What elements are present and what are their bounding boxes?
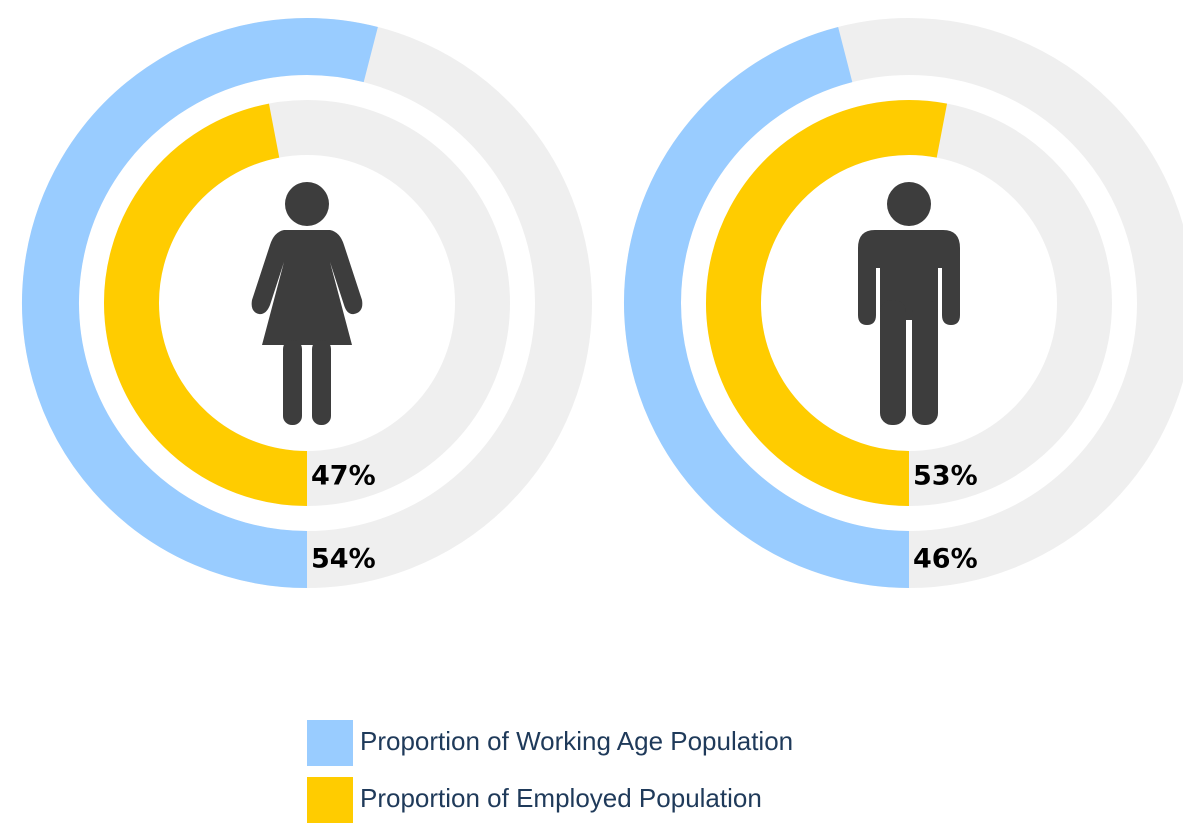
legend-swatch [307, 720, 353, 766]
value-label: 46% [913, 544, 978, 575]
legend-label: Proportion of Employed Population [360, 783, 762, 813]
legend-swatch [307, 777, 353, 823]
male-icon [858, 182, 960, 425]
value-label: 54% [311, 544, 376, 575]
radial-bar [22, 18, 378, 588]
radial-bar [624, 26, 910, 588]
radial-bar [104, 103, 308, 506]
radial-bar [706, 100, 947, 506]
legend-label: Proportion of Working Age Population [360, 726, 793, 756]
value-label: 47% [311, 461, 376, 492]
value-label: 53% [913, 461, 978, 492]
rings [22, 18, 1183, 588]
female-icon [251, 182, 363, 425]
